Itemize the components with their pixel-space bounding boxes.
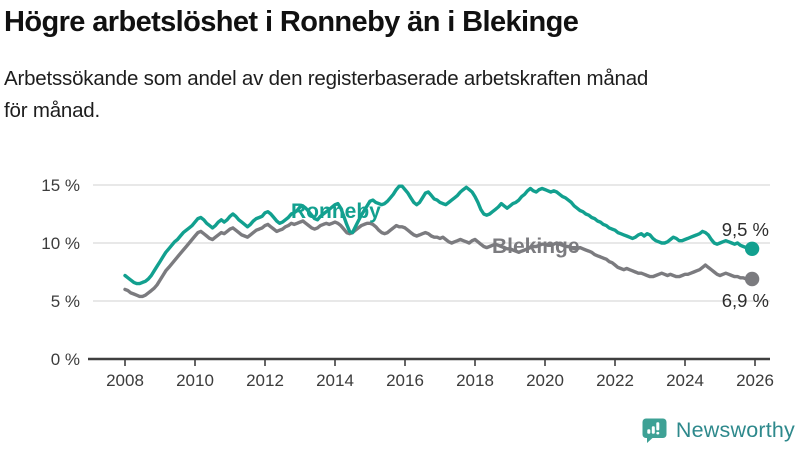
subtitle-line-2: för månad. — [4, 99, 100, 123]
ronneby-series-label: Ronneby — [291, 200, 381, 223]
ronneby-end-dot — [744, 241, 760, 256]
line-chart: 0 % 5 % 10 % 15 % 2008 2010 2012 2014 2016 2018 20… — [41, 176, 774, 390]
y-axis-label: 5 % — [51, 292, 80, 311]
y-axis-label: 15 % — [41, 176, 80, 195]
blekinge-end-dot — [744, 271, 760, 287]
x-axis-label: 2024 — [666, 371, 704, 390]
newsworthy-wordmark: Newsworthy — [675, 418, 795, 442]
ronneby-line — [123, 184, 754, 286]
y-axis-label: 0 % — [51, 350, 80, 369]
x-axis-label: 2016 — [386, 371, 424, 390]
subtitle-line-1: Arbetssökande som andel av den registerb… — [4, 67, 649, 91]
newsworthy-logo[interactable]: Newsworthy — [641, 417, 795, 444]
blekinge-end-value-label: 6,9 % — [722, 290, 769, 311]
chart-title: Högre arbetslöshet i Ronneby än i Blekin… — [4, 6, 579, 38]
x-axis-label: 2008 — [106, 371, 144, 390]
blekinge-line — [123, 219, 754, 299]
x-axis-label: 2018 — [456, 371, 494, 390]
x-axis-label: 2026 — [736, 371, 774, 390]
newsworthy-bubble-chart-icon — [642, 418, 667, 443]
x-axis-label: 2012 — [246, 371, 284, 390]
x-axis-label: 2020 — [526, 371, 564, 390]
blekinge-series-label: Blekinge — [492, 235, 580, 258]
y-axis-label: 10 % — [41, 234, 80, 253]
x-axis-label: 2010 — [176, 371, 214, 390]
x-axis-label: 2014 — [316, 371, 354, 390]
x-axis-label: 2022 — [596, 371, 634, 390]
ronneby-end-value-label: 9,5 % — [722, 219, 769, 240]
chart-subtitle: Arbetssökande som andel av den registerb… — [4, 63, 800, 127]
